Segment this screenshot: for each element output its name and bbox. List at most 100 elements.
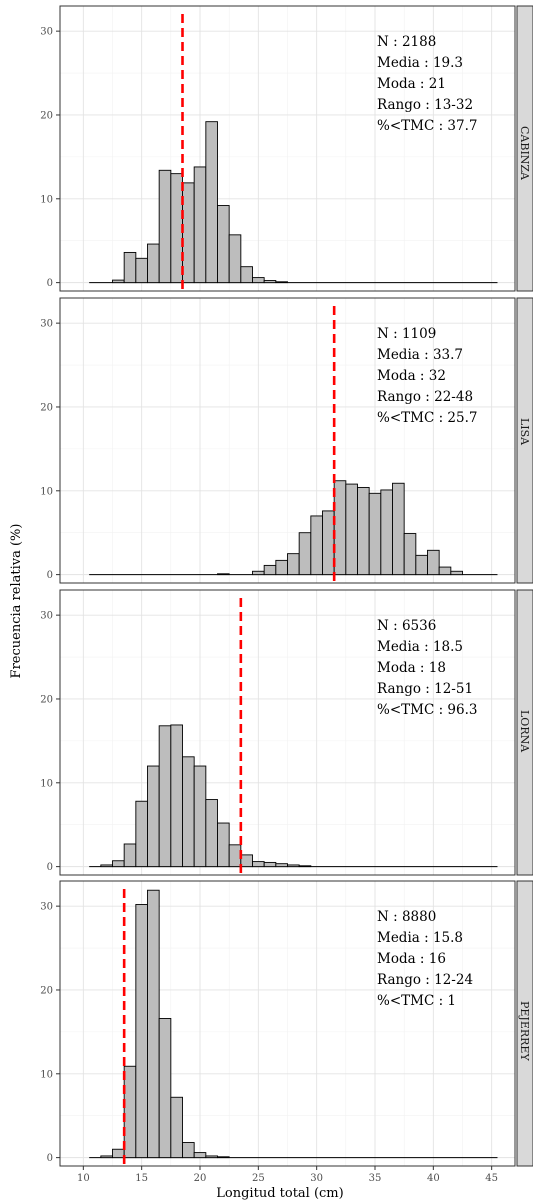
histogram-bar [298,532,312,576]
histogram-bar [205,121,218,284]
histogram-bar [427,549,440,576]
x-tick-label: 40 [427,1173,440,1184]
facet-strip-label: LORNA [518,710,531,753]
histogram-bar [275,281,288,284]
histogram-bar [112,279,125,284]
histogram-bar [333,480,347,576]
x-tick-label: 30 [310,1173,323,1184]
y-tick-label: 30 [40,611,53,622]
histogram-bar [450,570,463,576]
x-tick-label: 45 [485,1173,498,1184]
facet-strip-label: LISA [518,418,531,446]
histogram-bar [240,854,253,868]
histogram-bar [252,861,265,868]
x-axis-label: Longitud total (cm) [216,1186,343,1201]
histogram-bar [123,1065,137,1159]
histogram-bar [182,182,195,284]
histogram-bar [193,1152,207,1159]
histogram-bar [135,257,148,284]
y-tick-label: 20 [40,694,53,705]
stat-annotation: Moda : 16 [377,951,446,967]
facet-strip-label: CABINZA [518,126,531,181]
y-tick-label: 20 [40,110,53,121]
histogram-bar [205,799,218,868]
histogram-bar [182,1142,195,1159]
facet-strip [516,589,533,876]
histogram-bar [170,724,183,868]
stat-annotation: Media : 15.8 [377,930,463,946]
histogram-bar [182,756,195,868]
histogram-bar [275,863,288,868]
histogram-bar [100,864,113,868]
y-tick-label: 10 [40,778,53,789]
panel-border [59,297,516,584]
histogram-bar [217,822,230,868]
histogram-bar [158,1018,172,1159]
y-tick-label: 30 [40,902,53,913]
histogram-bar [135,904,148,1159]
panel-border [59,880,516,1167]
y-tick-label: 20 [40,985,53,996]
stat-annotation: N : 8880 [377,909,436,925]
y-tick-label: 0 [47,570,53,581]
panel-pejerrey: 0 10 20 30 N : 8880 Media : 15.8 Moda : 16 Rang… [40,880,533,1167]
histogram-bar [240,266,253,284]
histogram-bar [193,166,207,284]
stat-annotation: Rango : 22-48 [377,389,473,405]
panel-lisa: 0 10 20 30 N : 1109 Media : 33.7 Moda : 32 Rang… [40,297,533,584]
stat-annotation: Rango : 12-24 [377,972,473,988]
histogram-bar [228,234,242,284]
histogram-bar [392,482,405,576]
facet-strip-label: PEJERREY [518,1001,531,1061]
stat-annotation: Media : 19.3 [377,55,463,71]
x-tick-label: 20 [194,1173,207,1184]
facet-panels: 0 10 20 30 N : 2188 Media : 19.3 Moda : 21 Rang… [40,5,533,1167]
y-tick-label: 10 [40,194,53,205]
y-tick-label: 0 [47,278,53,289]
panel-cabinza: 0 10 20 30 N : 2188 Media : 19.3 Moda : 21 Rang… [40,5,533,292]
histogram-bar [263,280,277,284]
stat-annotation: N : 6536 [377,618,436,634]
histogram-bar [193,765,207,868]
histogram-bar [252,277,265,284]
histogram-bar [158,169,172,284]
histogram-bar [158,725,172,868]
histogram-bar [147,889,160,1159]
histogram-bar [100,1155,113,1159]
histogram-bar [147,243,160,284]
x-tick-label: 10 [77,1173,90,1184]
histogram-bar [170,173,183,284]
stat-annotation: %<TMC : 1 [377,993,456,1009]
y-tick-label: 30 [40,319,53,330]
histogram-bar [228,844,242,868]
stat-annotation: Moda : 21 [377,76,446,92]
histogram-bar [217,205,230,284]
panel-lorna: 0 10 20 30 N : 6536 Media : 18.5 Moda : 18 Rang… [40,589,533,876]
stat-annotation: %<TMC : 37.7 [377,118,478,134]
histogram-bar [287,864,300,868]
y-tick-label: 20 [40,402,53,413]
y-tick-label: 10 [40,1069,53,1080]
stat-annotation: %<TMC : 25.7 [377,410,478,426]
stat-annotation: Media : 18.5 [377,639,463,655]
histogram-bar [112,860,125,868]
stat-annotation: %<TMC : 96.3 [377,702,478,718]
histogram-bar [310,515,323,576]
histogram-bar [403,533,417,576]
histogram-bar [123,843,137,868]
histogram-bar [217,1156,230,1159]
x-tick-label: 35 [369,1173,382,1184]
histogram-bar [357,486,370,576]
histogram-bar [380,489,393,576]
panel-border [59,589,516,876]
histogram-bar [123,251,137,284]
histogram-bar [135,800,148,868]
histogram-bar [205,1155,218,1159]
y-tick-label: 0 [47,862,53,873]
stat-annotation: N : 1109 [377,326,436,342]
stat-annotation: Rango : 13-32 [377,97,473,113]
histogram-bar [322,510,335,576]
histogram-bar [275,559,288,576]
y-tick-label: 10 [40,486,53,497]
